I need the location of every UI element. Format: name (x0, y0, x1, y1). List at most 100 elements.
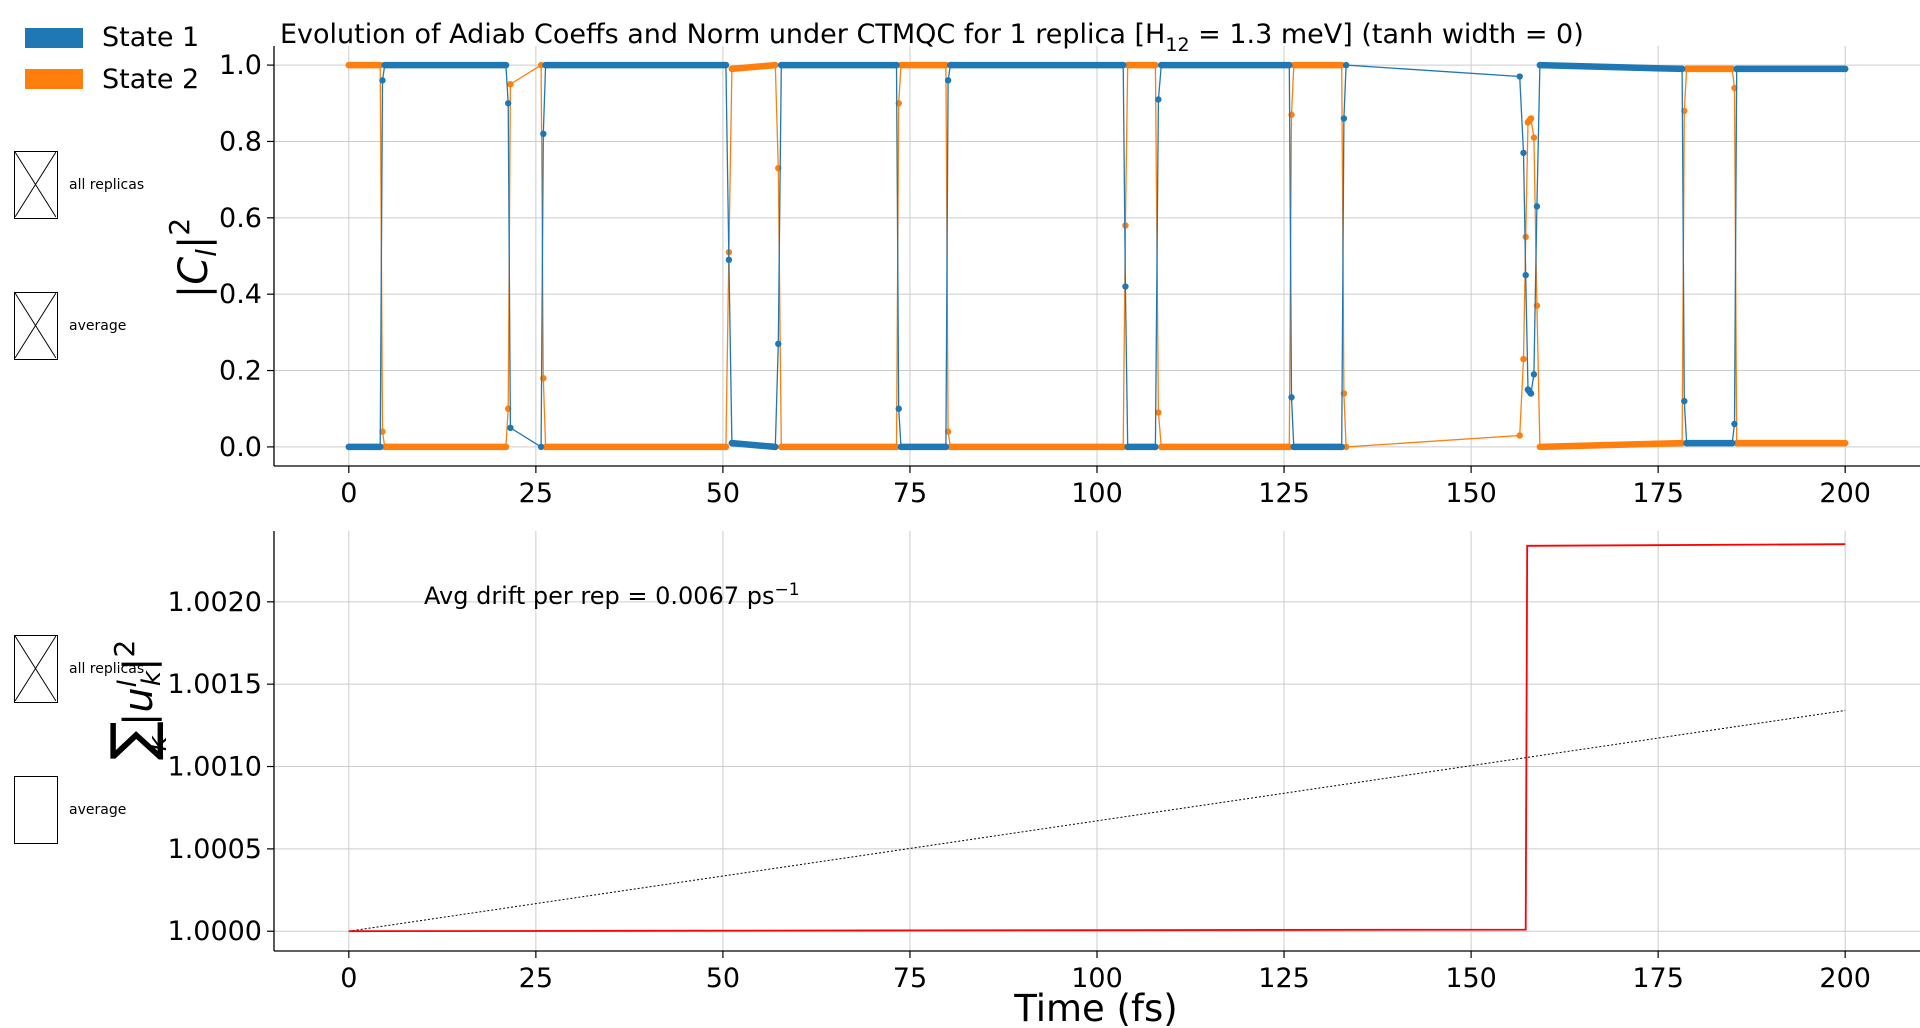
x-tick-label: 125 (1258, 478, 1310, 509)
data-point (1516, 432, 1523, 439)
x-tick-label: 200 (1819, 963, 1871, 994)
data-point (1290, 61, 1297, 69)
checkbox-label-average-norm: average (69, 802, 127, 818)
data-point (725, 256, 733, 264)
data-point (1530, 134, 1538, 141)
data-point (502, 61, 510, 69)
data-point (1536, 61, 1544, 69)
data-point (1683, 65, 1690, 73)
data-point (1522, 233, 1529, 241)
y-tick-label: 0.6 (219, 203, 262, 234)
series-state1 (345, 61, 1849, 451)
x-tick-label: 150 (1445, 478, 1497, 509)
data-point (897, 61, 905, 69)
data-point (1683, 439, 1690, 447)
data-point (942, 61, 950, 69)
y-tick-label: 1.0015 (168, 669, 262, 700)
ylabel-norm: ∑k|ulk|2 (98, 640, 173, 761)
checkbox-average-norm[interactable] (14, 776, 58, 844)
y-tick-label: 1.0 (219, 50, 262, 81)
data-point (1522, 271, 1529, 279)
checkbox-all-replicas-coefficients[interactable] (14, 151, 58, 219)
checkbox-average-coefficients[interactable] (14, 292, 58, 360)
data-point (1527, 390, 1535, 397)
data-point (537, 61, 545, 69)
data-point (1155, 409, 1162, 416)
x-tick-label: 150 (1445, 963, 1497, 994)
x-tick-label: 0 (340, 478, 357, 509)
chart-title-subscript: 12 (1165, 34, 1189, 56)
y-tick-label: 1.0020 (168, 587, 262, 618)
y-tick-label: 1.0005 (168, 834, 262, 865)
data-point (542, 443, 549, 451)
data-point (537, 443, 545, 451)
data-point (722, 443, 730, 451)
y-tick-label: 1.0000 (168, 916, 262, 947)
xlabel-time: Time (fs) (1013, 987, 1177, 1028)
drift-annotation-text: Avg drift per rep = 0.0067 ps (424, 582, 774, 610)
data-point (1733, 439, 1740, 447)
chart-title-end: = 1.3 meV] (tanh width = 0) (1190, 19, 1584, 50)
data-point (1338, 443, 1345, 451)
data-point (377, 61, 384, 69)
data-point (1678, 65, 1686, 73)
data-point (1729, 439, 1736, 447)
data-point (944, 77, 952, 84)
drift-annotation-unit-exponent: −1 (774, 580, 799, 600)
data-point (947, 61, 954, 69)
data-point (1124, 443, 1131, 451)
data-point (1288, 394, 1295, 401)
data-point (778, 61, 785, 69)
data-point (728, 439, 736, 447)
data-point (1155, 96, 1162, 103)
data-point (1338, 61, 1345, 69)
chart-title-main: Evolution of Adiab Coeffs and Norm under… (280, 19, 1165, 50)
data-point (381, 61, 388, 69)
data-point (379, 77, 386, 84)
checkbox-label-all-replicas-norm: all replicas (69, 661, 145, 677)
data-point (772, 443, 779, 451)
data-point (1520, 355, 1527, 363)
coefficients-axes: 0 25 50 75 100 125 150 175 200 0.0 0.2 0.4 0.6 0.8 1.0 (219, 46, 1920, 509)
checkbox-all-replicas-norm[interactable] (14, 635, 58, 703)
data-point (1733, 65, 1740, 73)
svg-text:|Cl|2: |Cl|2 (163, 218, 223, 299)
data-point (1841, 65, 1849, 73)
data-point (1119, 443, 1127, 451)
data-point (893, 61, 900, 69)
data-point (507, 80, 514, 88)
y-tick-label: 0.8 (219, 126, 262, 157)
x-tick-label: 75 (893, 478, 927, 509)
series-marker-band (728, 439, 779, 451)
series-marker-band (1536, 61, 1686, 73)
drift-annotation: Avg drift per rep = 0.0067 ps−1 (424, 580, 800, 610)
y-tick-label: 0.2 (219, 356, 262, 387)
legend-swatch-state2 (25, 69, 83, 89)
data-point (1158, 443, 1165, 451)
legend-label-state1: State 1 (102, 22, 199, 53)
drift-trend-line (348, 710, 1846, 932)
checkbox-label-all-replicas-coefficients: all replicas (69, 177, 145, 193)
data-point (942, 443, 950, 451)
data-point (1516, 73, 1523, 80)
norm-line (348, 543, 1846, 933)
data-point (722, 61, 730, 69)
x-tick-label: 200 (1819, 478, 1871, 509)
checkmark-x-icon (15, 636, 56, 701)
data-point (897, 443, 905, 451)
y-tick-label: 0.0 (219, 432, 262, 463)
x-tick-label: 25 (519, 963, 553, 994)
series-marker-band (728, 61, 779, 73)
data-point (1678, 439, 1686, 447)
data-point (540, 130, 547, 138)
data-point (1731, 420, 1738, 428)
data-point (542, 61, 549, 69)
x-tick-label: 100 (1071, 478, 1123, 509)
checkmark-x-icon (15, 152, 56, 217)
data-point (1520, 149, 1527, 157)
data-point (895, 405, 902, 412)
ylabel-coefficients: |Cl|2 (163, 218, 223, 299)
x-tick-label: 75 (893, 963, 927, 994)
data-point (502, 443, 510, 451)
data-point (381, 443, 388, 451)
